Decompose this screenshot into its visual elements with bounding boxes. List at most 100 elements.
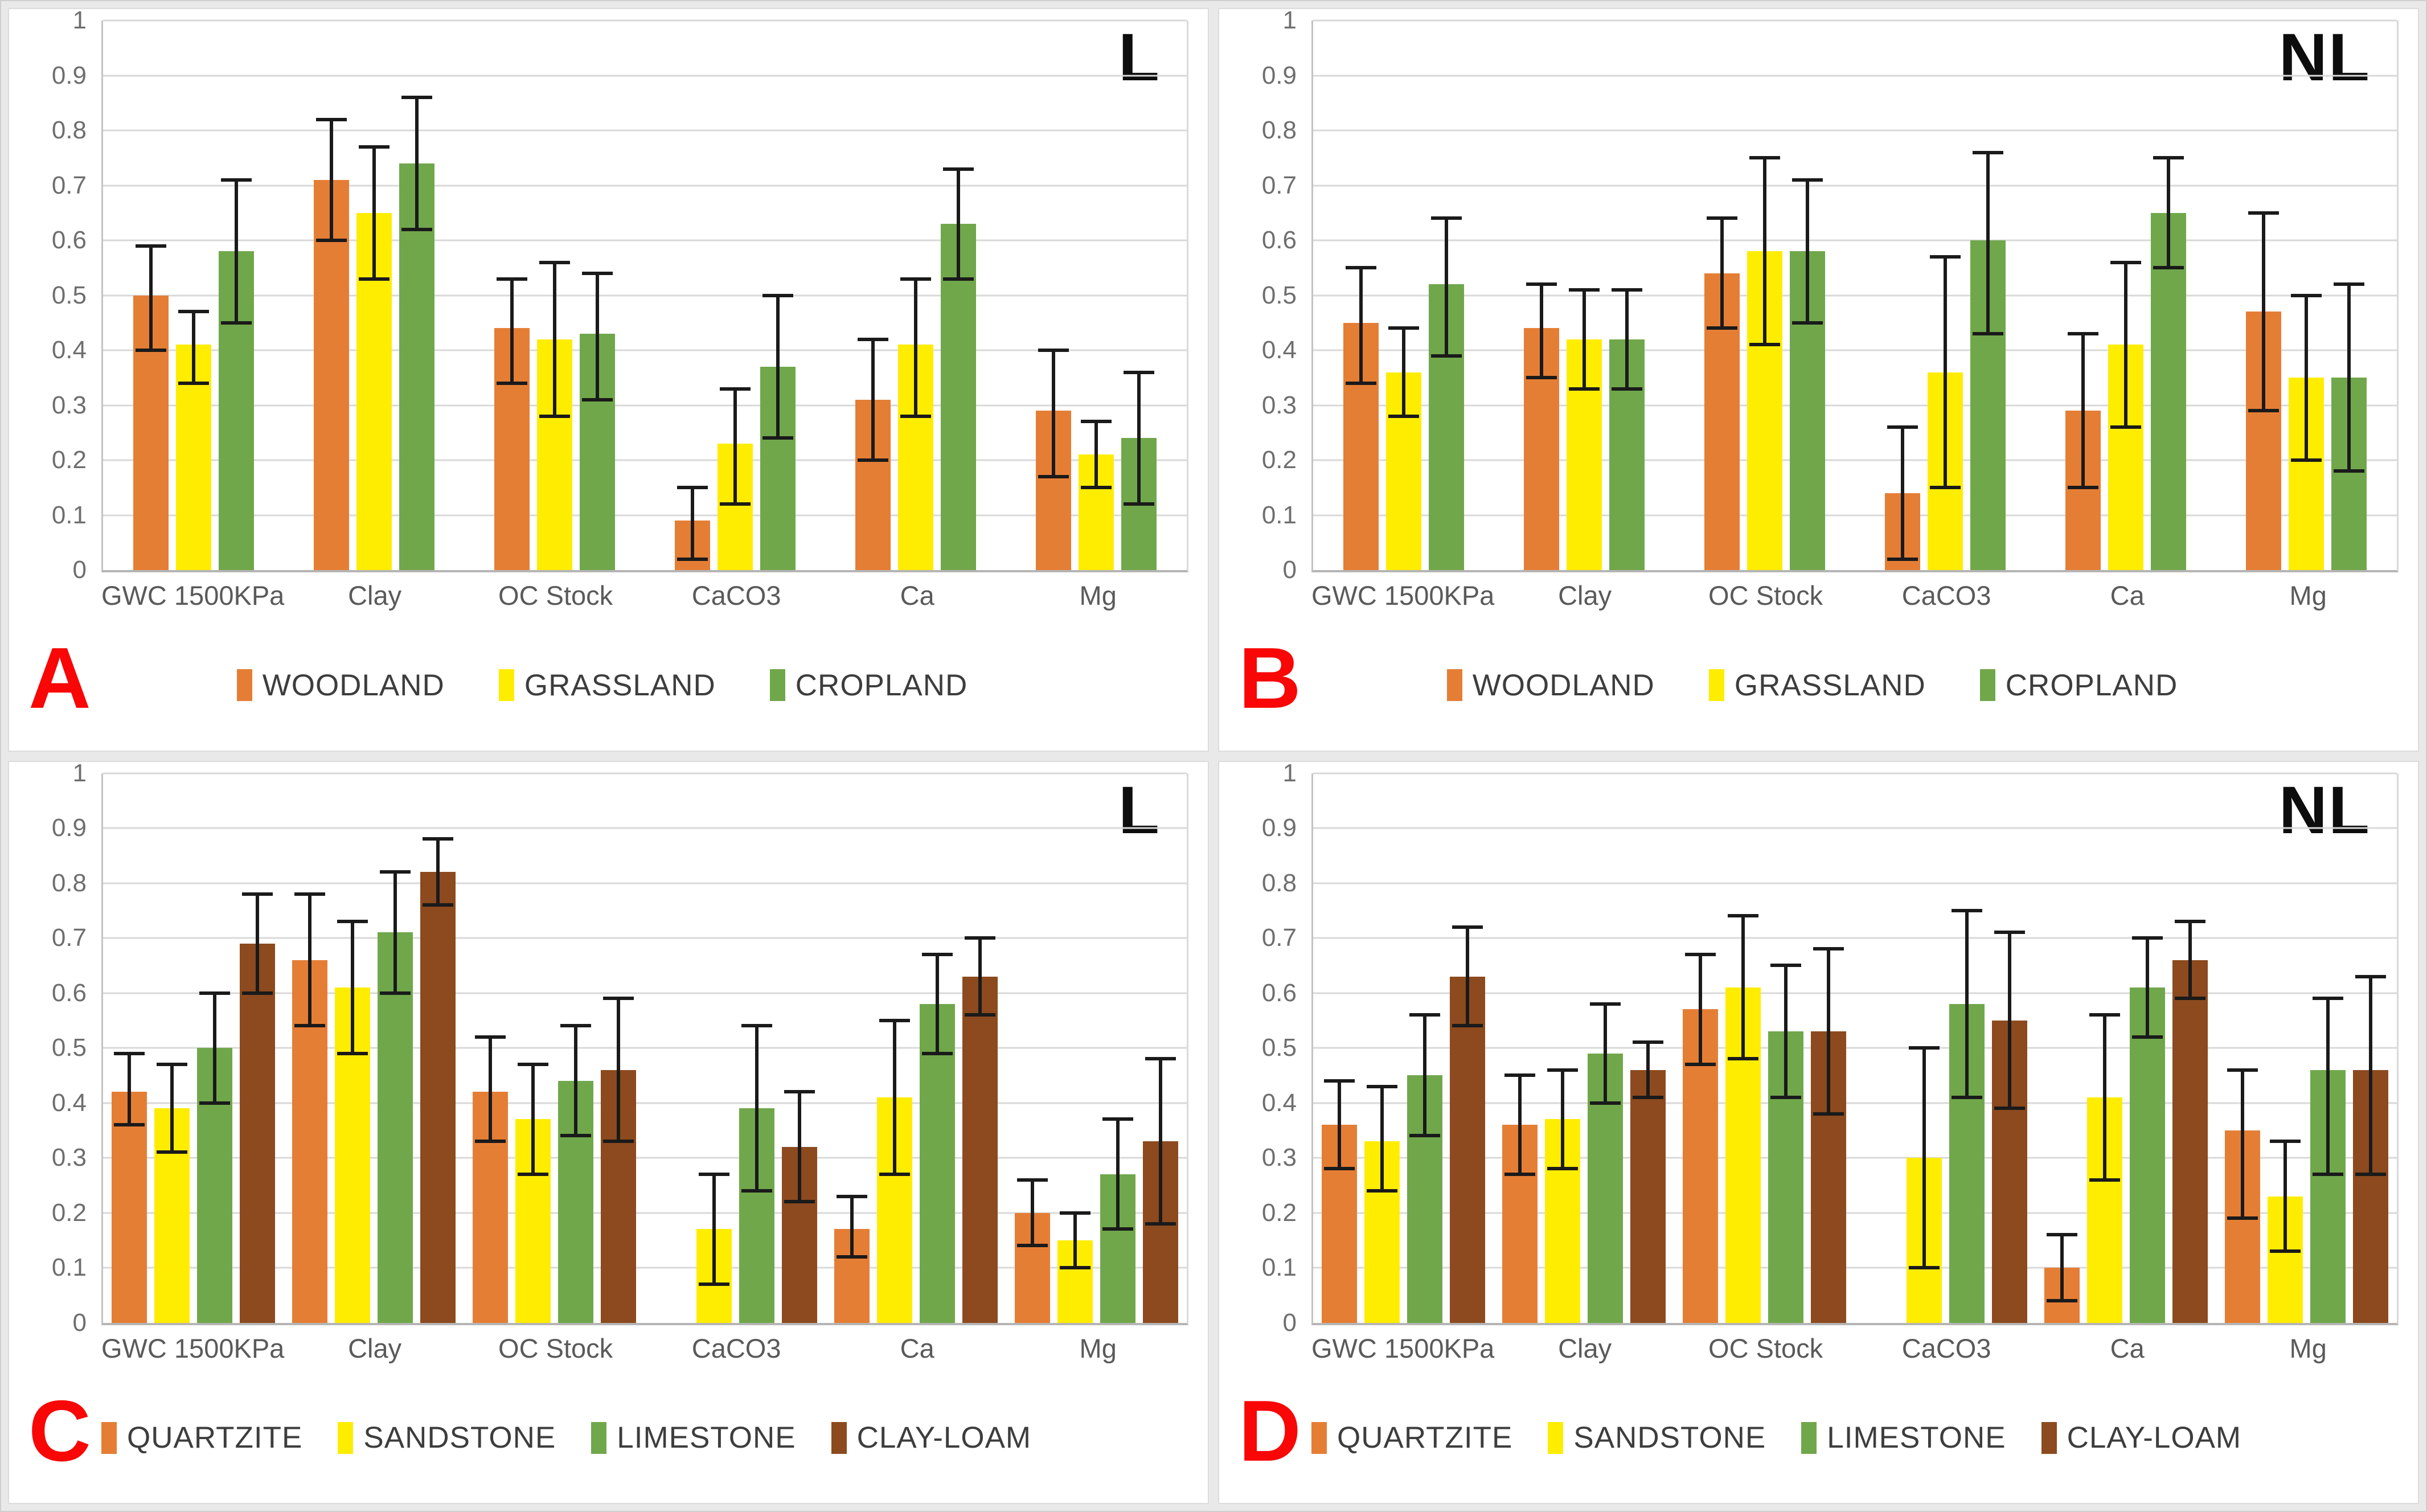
- y-tick-label: 0.8: [51, 868, 87, 897]
- gridline: [1313, 882, 2397, 884]
- error-bar-line: [1401, 328, 1405, 416]
- bar-slot: [1100, 773, 1135, 1323]
- plot-wrap: 1 0.9 0.8 0.7 0.6 0.5 0.4 0.3 0.2 0.1 0 NL GWC 150…: [1226, 761, 2399, 1376]
- category-group-gwc-1500kpa: [1313, 21, 1494, 570]
- y-axis: 1 0.9 0.8 0.7 0.6 0.5 0.4 0.3 0.2 0.1 0: [1226, 761, 1311, 1335]
- error-bar-cap-top: [1994, 931, 2025, 935]
- legend-label: LIMESTONE: [617, 1421, 796, 1455]
- legend-item-clay-loam: CLAY-LOAM: [831, 1420, 1032, 1455]
- bar-slot: [420, 773, 456, 1323]
- error-bar-cap-bottom: [1452, 1024, 1483, 1028]
- legend-swatch: [769, 669, 785, 702]
- panel-footer: D QUARTZITE SANDSTONE LIMESTONE CLAY-LOAM: [1226, 1376, 2399, 1500]
- gridline: [103, 404, 1187, 406]
- error-bar-cap-bottom: [1887, 557, 1918, 561]
- y-tick-label: 0.1: [1261, 1253, 1297, 1281]
- error-bar-cap-bottom: [762, 436, 794, 440]
- y-tick-label: 0.9: [1261, 61, 1297, 89]
- plot-column: L GWC 1500KPa Clay OC Stock CaCO3 Ca Mg: [101, 19, 1188, 624]
- y-tick-label: 0.6: [51, 226, 87, 254]
- y-tick-label: 0.2: [1261, 446, 1297, 474]
- y-tick-label: 0.5: [51, 1034, 87, 1062]
- bar-slot: [739, 773, 774, 1323]
- error-bar-cap-top: [1951, 908, 1982, 912]
- error-bar-cap-bottom: [858, 458, 889, 462]
- legend-swatch: [1801, 1421, 1817, 1454]
- error-bar-cap-top: [1324, 1079, 1355, 1083]
- bar-slot: [218, 21, 254, 570]
- plot-column: NL GWC 1500KPa Clay OC Stock CaCO3 Ca Mg: [1311, 772, 2399, 1376]
- gridline: [1313, 514, 2397, 516]
- y-tick-label: 0.6: [1261, 978, 1297, 1007]
- error-bar-cap-bottom: [1951, 1095, 1982, 1099]
- bar-slot: [2065, 21, 2101, 570]
- bar-slot: [855, 21, 891, 570]
- error-bar-cap-bottom: [1547, 1167, 1579, 1171]
- error-bar-line: [510, 278, 514, 383]
- error-bar-cap-top: [2269, 1140, 2301, 1144]
- gridline: [1313, 1212, 2397, 1214]
- legend-label: GRASSLAND: [524, 668, 716, 702]
- legend-swatch: [236, 669, 252, 702]
- gridline: [1313, 75, 2397, 76]
- error-bar-line: [1030, 1179, 1034, 1246]
- error-bar-cap-top: [2248, 211, 2280, 215]
- error-bar-cap-bottom: [1568, 387, 1600, 391]
- error-bar-line: [1805, 179, 1809, 323]
- y-tick-label: 0.4: [51, 1088, 87, 1117]
- plot-area: NL: [1311, 19, 2399, 572]
- error-bar-line: [2240, 1070, 2244, 1219]
- bar-slot: [781, 773, 817, 1323]
- bar-slot: [601, 773, 637, 1323]
- error-bar-line: [871, 339, 875, 460]
- error-bar-line: [1338, 1080, 1342, 1169]
- error-bar-cap-bottom: [358, 277, 390, 281]
- category-group-caco3: [1855, 21, 2036, 570]
- error-bar-line: [2060, 1235, 2064, 1301]
- error-bar-cap-top: [1452, 925, 1483, 929]
- error-bar-cap-bottom: [1504, 1172, 1536, 1176]
- error-bar-cap-top: [496, 277, 527, 281]
- error-bar-line: [2368, 976, 2372, 1174]
- corner-label: NL: [2278, 20, 2371, 95]
- y-tick-label: 0.3: [51, 391, 87, 419]
- legend-label: CLAY-LOAM: [2067, 1421, 2242, 1455]
- legend-swatch: [101, 1421, 117, 1454]
- error-bar-cap-top: [1504, 1073, 1536, 1077]
- bar-slot: [1683, 773, 1719, 1323]
- error-bar-cap-bottom: [1124, 502, 1155, 506]
- bar-cropland: [941, 224, 977, 570]
- error-bar-cap-bottom: [294, 1024, 326, 1028]
- bar-slot: [1928, 21, 1963, 570]
- error-bar-cap-top: [1526, 282, 1557, 286]
- category-group-caco3: [645, 773, 826, 1323]
- error-bar-cap-top: [741, 1024, 772, 1028]
- error-bar-cap-bottom: [1059, 1266, 1090, 1269]
- bar-slot: [1704, 21, 1740, 570]
- error-bar-cap-bottom: [401, 227, 432, 231]
- error-bar-cap-top: [677, 486, 708, 490]
- error-bar-line: [2262, 212, 2266, 411]
- bar-slot: [1609, 21, 1645, 570]
- gridline: [103, 882, 1187, 884]
- plot-column: NL GWC 1500KPa Clay OC Stock CaCO3 Ca Mg: [1311, 19, 2399, 624]
- error-bar-cap-top: [1908, 1046, 1940, 1050]
- category-group-clay: [1494, 21, 1674, 570]
- gridline: [1313, 1047, 2397, 1049]
- error-bar-cap-top: [1145, 1057, 1176, 1061]
- error-bar-cap-top: [1345, 266, 1376, 270]
- error-bar-cap-bottom: [2046, 1298, 2077, 1302]
- error-bar-cap-bottom: [380, 991, 411, 995]
- x-axis-label: CaCO3: [691, 580, 781, 610]
- y-tick-label: 0.4: [51, 336, 87, 364]
- error-bar-cap-bottom: [1324, 1167, 1355, 1171]
- bar-slot: [579, 21, 615, 570]
- error-bar-cap-top: [114, 1051, 145, 1055]
- legend-label: QUARTZITE: [1337, 1421, 1513, 1455]
- error-bar-cap-bottom: [2248, 409, 2280, 413]
- x-axis-labels: GWC 1500KPa Clay OC Stock CaCO3 Ca Mg: [1311, 1331, 2399, 1376]
- bar-slot: [2129, 773, 2165, 1323]
- bar-slot: [2331, 21, 2367, 570]
- error-bar-cap-bottom: [135, 349, 166, 352]
- legend-item-limestone: LIMESTONE: [591, 1420, 796, 1455]
